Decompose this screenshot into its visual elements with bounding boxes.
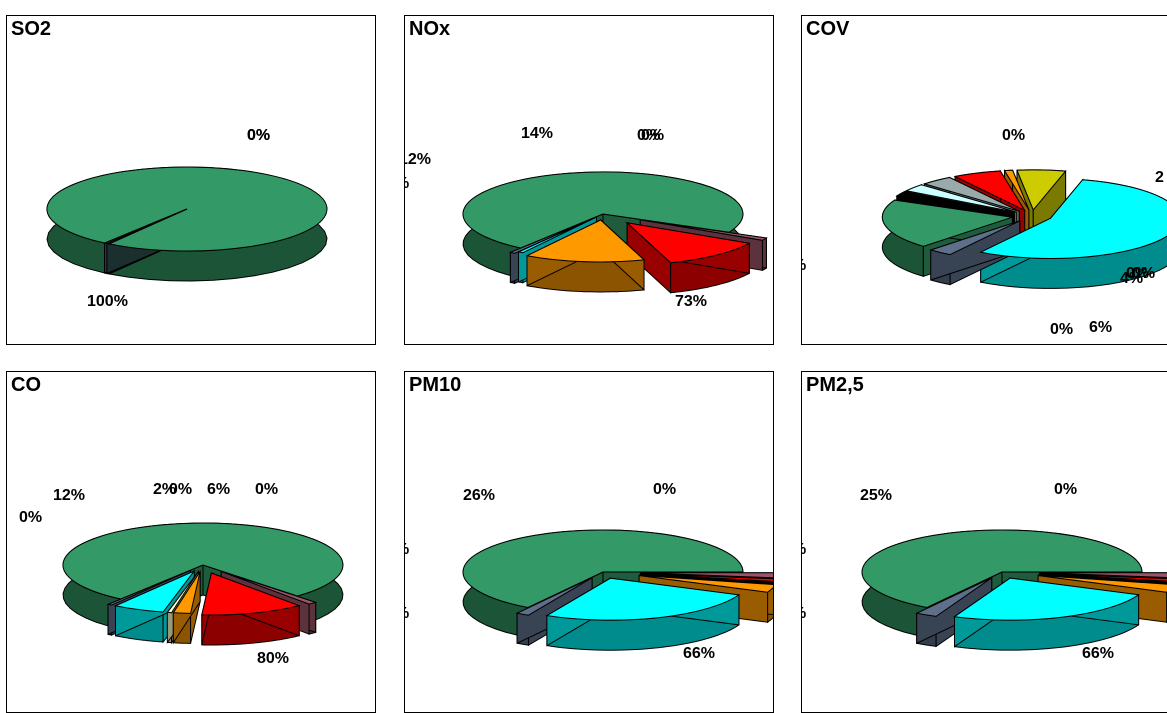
pie-data-label: 0% — [1050, 321, 1073, 338]
pie-data-label: 6% — [207, 481, 230, 498]
chart-panel-co: 80%0%12%2%0%6%0% CO — [6, 371, 376, 713]
pie-data-label: 0% — [247, 127, 270, 144]
pie-chart-pm10: 66% 26% 0%%% — [405, 372, 773, 712]
pie-data-label: % — [405, 175, 409, 192]
pie-data-label: 0% — [19, 509, 42, 526]
pie-chart-nox: 73%12%14%0%0%% — [405, 16, 773, 344]
pie-data-label: 80% — [257, 650, 289, 667]
pie-data-label: % — [405, 605, 409, 622]
pie-data-label: 73% — [675, 293, 707, 310]
pie-data-label: % — [405, 541, 409, 558]
chart-panel-pm25: 66% 25% 0%%% PM2,5 — [801, 371, 1167, 713]
pie-data-label: 66% — [683, 645, 715, 662]
pie-data-label: 0% — [169, 481, 192, 498]
pie-data-label: 12% — [405, 151, 431, 168]
pie-data-label: 66% — [1082, 645, 1114, 662]
pie-chart-cov: 20%%6%4%0%0%0% — [802, 16, 1167, 344]
chart-panel-so2: 100%0%0% SO2 — [6, 15, 376, 345]
chart-title-pm25: PM2,5 — [806, 374, 864, 397]
chart-title-co: CO — [11, 374, 41, 397]
pie-chart-pm25: 66% 25% 0%%% — [802, 372, 1167, 712]
pie-data-label: 6% — [1089, 319, 1112, 336]
chart-panel-nox: 73%12%14%0%0%% NOx — [404, 15, 774, 345]
chart-title-so2: SO2 — [11, 18, 51, 41]
pie-data-label: % — [802, 541, 806, 558]
pie-data-label: 0% — [641, 127, 664, 144]
pie-chart-co: 80%0%12%2%0%6%0% — [7, 372, 375, 712]
chart-title-nox: NOx — [409, 18, 450, 41]
pie-data-label: 12% — [53, 487, 85, 504]
pie-data-label: 25% — [860, 487, 892, 504]
pie-data-label: 26% — [463, 487, 495, 504]
pie-data-label: 0% — [1002, 127, 1025, 144]
pie-data-label: % — [802, 257, 806, 274]
chart-title-pm10: PM10 — [409, 374, 461, 397]
chart-title-cov: COV — [806, 18, 849, 41]
pie-data-label: 14% — [521, 125, 553, 142]
pie-data-label: 0% — [1132, 265, 1155, 282]
chart-panel-cov: 20%%6%4%0%0%0% COV — [801, 15, 1167, 345]
pie-data-label: % — [802, 605, 806, 622]
pie-data-label: 0% — [653, 481, 676, 498]
pie-data-label: 100% — [87, 293, 128, 310]
chart-panel-pm10: 66% 26% 0%%% PM10 — [404, 371, 774, 713]
pie-data-label: 0% — [255, 481, 278, 498]
pie-data-label: 2 — [1155, 169, 1164, 186]
pie-data-label: 0% — [1054, 481, 1077, 498]
pie-chart-so2: 100%0%0% — [7, 16, 375, 344]
